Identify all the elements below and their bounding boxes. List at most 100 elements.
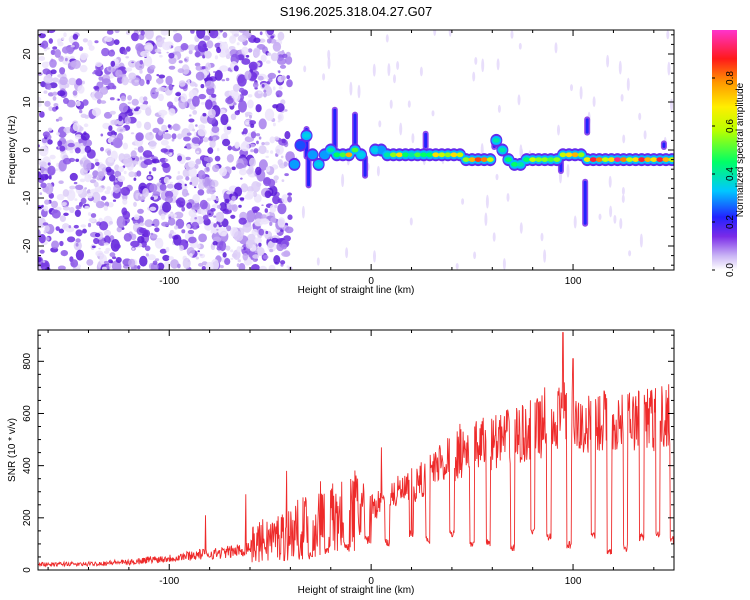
noise-blob (222, 138, 231, 147)
trace-point (444, 152, 452, 158)
noise-blob (84, 187, 87, 190)
noise-blob (104, 190, 111, 195)
faint-speck (341, 173, 345, 188)
faint-speck (357, 84, 361, 99)
noise-blob (47, 165, 56, 176)
noise-blob (171, 138, 175, 142)
noise-blob (181, 128, 191, 140)
trace-point (620, 157, 627, 163)
noise-blob (275, 103, 285, 113)
noise-blob (58, 180, 64, 184)
trace-point (333, 152, 341, 158)
noise-blob (270, 52, 279, 62)
noise-blob (197, 182, 205, 190)
noise-blob (51, 240, 60, 249)
trace-streak-core (307, 156, 311, 187)
snr-axes: -100 0 100 0 200 400 600 800 (22, 330, 674, 587)
noise-blob (237, 259, 241, 263)
faint-speck (303, 65, 307, 73)
noise-blob (103, 260, 109, 265)
noise-blob (88, 217, 96, 223)
noise-blob (197, 170, 206, 180)
noise-blob (248, 120, 256, 125)
noise-blob (205, 62, 212, 71)
noise-blob (209, 30, 219, 39)
noise-blob (207, 147, 214, 155)
noise-blob (186, 202, 193, 209)
noise-blob (202, 112, 207, 117)
trace-point (408, 152, 415, 158)
noise-blob (120, 95, 127, 102)
noise-blob (269, 136, 276, 144)
noise-blob (180, 93, 188, 103)
noise-blob (75, 229, 83, 237)
noise-blob (260, 54, 267, 63)
noise-blob (228, 46, 236, 51)
noise-blob (113, 243, 121, 249)
noise-blob (59, 76, 68, 86)
noise-blob (211, 204, 219, 209)
noise-blob (210, 194, 217, 201)
noise-blob (206, 166, 210, 172)
x-tick-label: -100 (159, 276, 179, 287)
trace-point (656, 157, 664, 163)
noise-blob (226, 225, 232, 232)
noise-blob (190, 30, 195, 34)
noise-blob (243, 128, 248, 135)
noise-blob (154, 237, 164, 249)
noise-blob (216, 228, 219, 231)
noise-blob (68, 77, 77, 86)
noise-blob (154, 227, 160, 233)
trace-point (309, 152, 316, 158)
noise-blob (62, 206, 71, 211)
noise-blob (84, 145, 92, 153)
noise-blob (38, 56, 46, 61)
noise-blob (158, 93, 164, 102)
noise-blob (225, 96, 234, 105)
trace-point (383, 152, 391, 158)
faint-speck (474, 56, 478, 65)
noise-blob (189, 181, 193, 185)
noise-blob (168, 52, 175, 59)
trace-point (626, 157, 633, 163)
noise-blob (250, 123, 255, 128)
noise-blob (136, 170, 142, 177)
noise-blob (44, 225, 50, 233)
noise-blob (47, 127, 53, 132)
noise-blob (152, 127, 160, 133)
colorbar-label: Normalized spectral amplitude (735, 82, 746, 217)
faint-speck (619, 218, 623, 230)
noise-blob (277, 120, 281, 123)
noise-blob (109, 174, 116, 182)
noise-blob (164, 196, 173, 204)
faint-speck (638, 112, 642, 121)
noise-blob (247, 48, 253, 53)
noise-blob (243, 160, 247, 164)
noise-blob (222, 32, 228, 38)
faint-speck (349, 81, 353, 96)
noise-blob (202, 176, 213, 189)
noise-blob (145, 73, 152, 82)
noise-blob (196, 30, 206, 39)
noise-blob (187, 79, 190, 82)
noise-blob (100, 147, 104, 152)
noise-blob (98, 76, 104, 81)
noise-blob (197, 128, 207, 137)
noise-blob (147, 176, 152, 180)
noise-blob (160, 148, 168, 153)
noise-blob (246, 210, 256, 223)
noise-blob (144, 219, 154, 228)
faint-speck (510, 30, 514, 39)
noise-blob (74, 147, 81, 154)
trace-point (426, 152, 434, 158)
faint-speck (666, 30, 670, 40)
noise-blob (38, 229, 41, 237)
trace-point (529, 157, 537, 163)
noise-blob (39, 111, 45, 118)
noise-blob (112, 85, 117, 90)
faint-speck (492, 232, 496, 242)
faint-speck (373, 250, 376, 263)
noise-blob (174, 225, 179, 230)
noise-blob (50, 49, 56, 55)
noise-blob (226, 126, 232, 130)
